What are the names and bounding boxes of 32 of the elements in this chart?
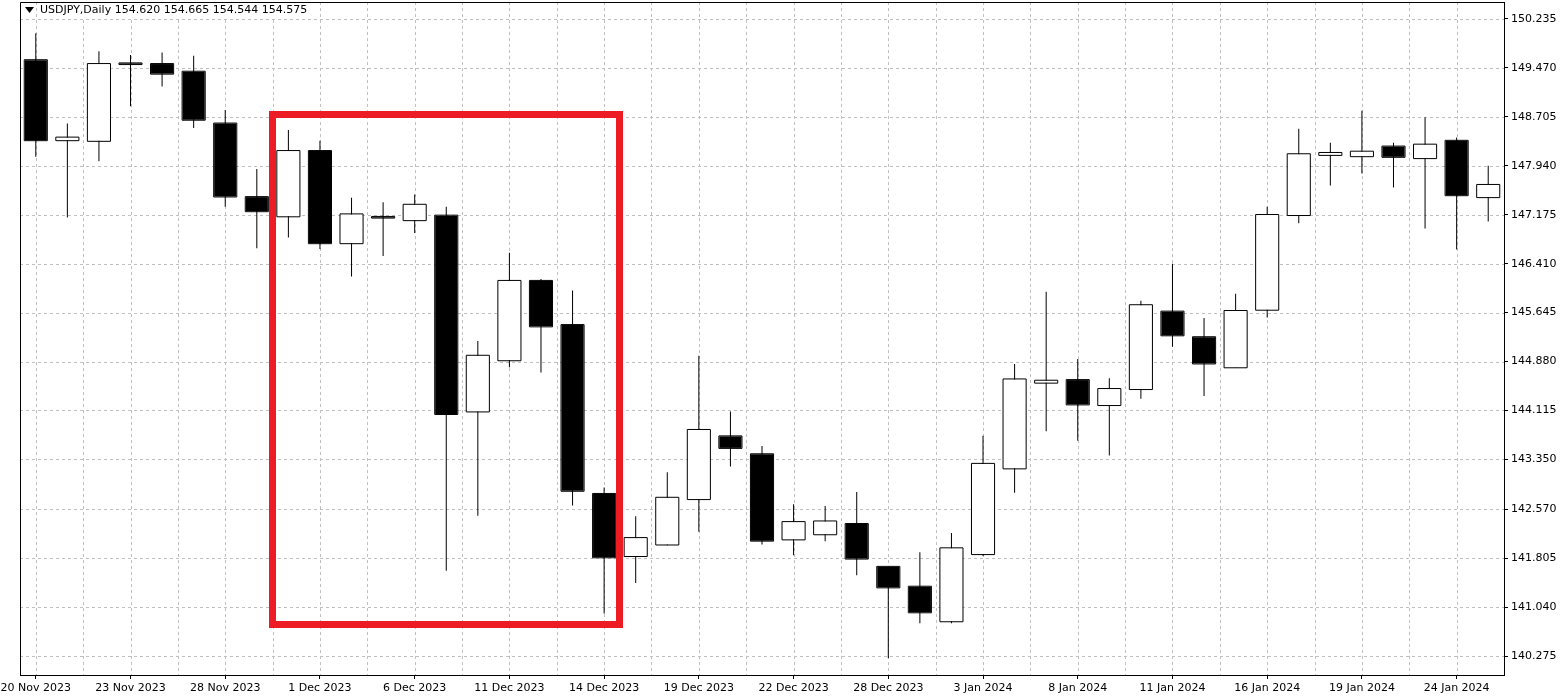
y-tick-label: 149.470 (1511, 60, 1557, 74)
x-tick-label: 24 Jan 2024 (1423, 681, 1490, 695)
x-tick-label: 23 Nov 2023 (95, 681, 166, 695)
x-tick-label: 11 Dec 2023 (474, 681, 545, 695)
y-tick-label: 143.350 (1511, 452, 1557, 466)
x-tick-label: 3 Jan 2024 (953, 681, 1013, 695)
x-tick-label: 19 Jan 2024 (1328, 681, 1395, 695)
x-tick-label: 28 Nov 2023 (190, 681, 261, 695)
chart-title: USDJPY,Daily 154.620 154.665 154.544 154.575 (38, 3, 310, 17)
y-tick-label: 142.570 (1511, 502, 1557, 516)
x-tick-label: 16 Jan 2024 (1234, 681, 1301, 695)
y-tick-label: 150.235 (1511, 11, 1557, 25)
x-tick-label: 1 Dec 2023 (288, 681, 352, 695)
x-tick-label: 22 Dec 2023 (758, 681, 829, 695)
candlestick (1318, 142, 1343, 186)
y-tick-label: 146.410 (1511, 256, 1557, 270)
x-tick-label: 14 Dec 2023 (568, 681, 640, 695)
y-tick-label: 144.115 (1511, 403, 1557, 417)
x-tick-label: 20 Nov 2023 (0, 681, 72, 695)
y-tick-label: 144.880 (1511, 354, 1557, 368)
y-tick-label: 145.645 (1511, 305, 1557, 319)
y-tick-label: 147.940 (1511, 158, 1557, 172)
y-tick-label: 147.175 (1511, 207, 1557, 221)
x-tick-label: 19 Dec 2023 (663, 681, 734, 695)
x-tick-label: 8 Jan 2024 (1048, 681, 1108, 695)
x-tick-label: 11 Jan 2024 (1139, 681, 1206, 695)
y-tick-label: 141.040 (1511, 600, 1557, 614)
y-tick-label: 148.705 (1511, 109, 1557, 123)
y-tick-label: 140.275 (1511, 648, 1557, 662)
y-tick-label: 141.805 (1511, 551, 1557, 565)
x-tick-label: 28 Dec 2023 (853, 681, 924, 695)
x-tick-label: 6 Dec 2023 (383, 681, 447, 695)
